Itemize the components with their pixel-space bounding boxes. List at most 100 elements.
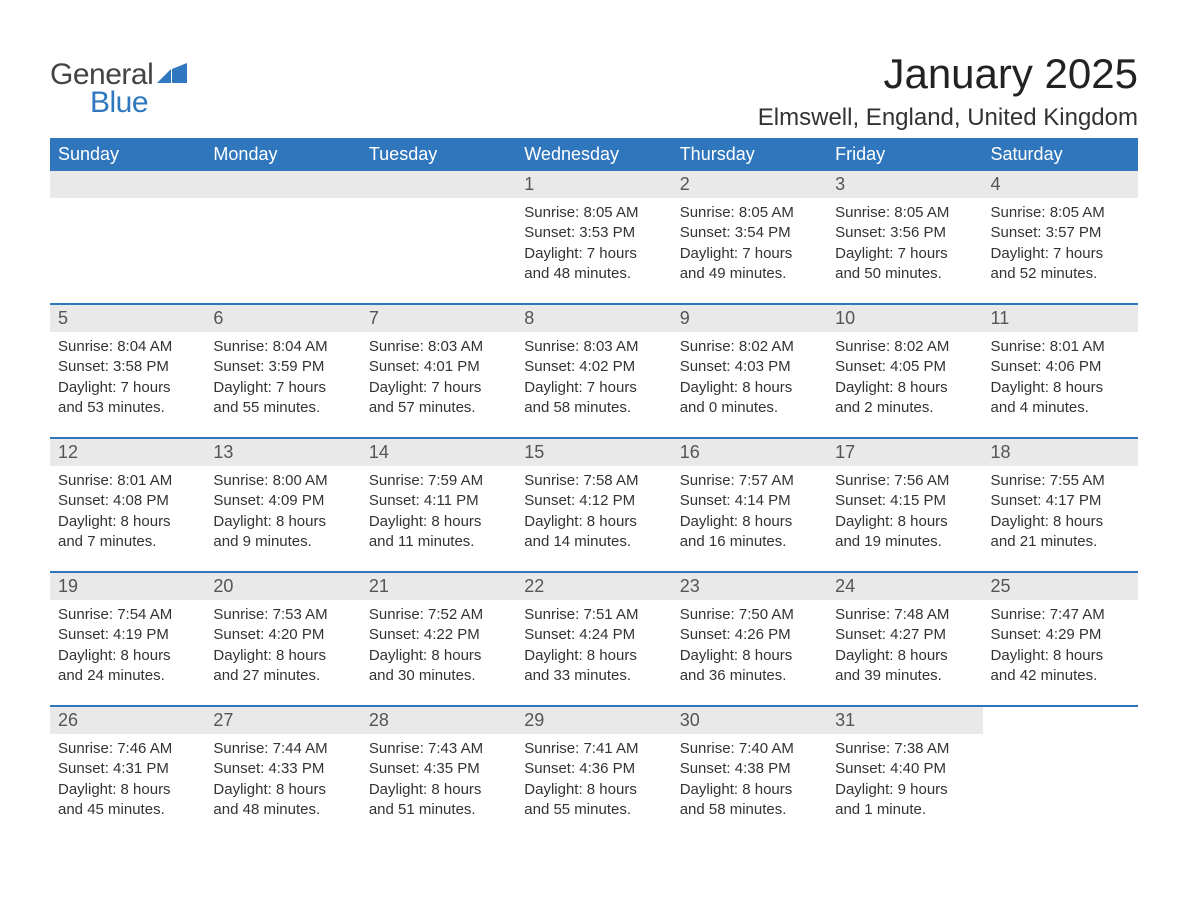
sunrise-text: Sunrise: 8:05 AM [524,203,663,223]
sunrise-text: Sunrise: 8:04 AM [213,337,352,357]
daylight-text-2: and 53 minutes. [58,398,197,418]
daylight-text: Daylight: 8 hours [680,646,819,666]
day-body: Sunrise: 8:01 AMSunset: 4:08 PMDaylight:… [50,466,205,556]
weekday-header: Wednesday [516,138,671,171]
daylight-text-2: and 24 minutes. [58,666,197,686]
sunset-text: Sunset: 4:02 PM [524,357,663,377]
calendar-cell: 14Sunrise: 7:59 AMSunset: 4:11 PMDayligh… [361,438,516,572]
day-body: Sunrise: 7:38 AMSunset: 4:40 PMDaylight:… [827,734,982,824]
calendar-cell: 13Sunrise: 8:00 AMSunset: 4:09 PMDayligh… [205,438,360,572]
day-number: 11 [983,305,1138,332]
daylight-text-2: and 11 minutes. [369,532,508,552]
calendar-cell: 21Sunrise: 7:52 AMSunset: 4:22 PMDayligh… [361,572,516,706]
sunset-text: Sunset: 4:15 PM [835,491,974,511]
calendar-cell [983,706,1138,839]
calendar-cell: 28Sunrise: 7:43 AMSunset: 4:35 PMDayligh… [361,706,516,839]
day-body: Sunrise: 7:51 AMSunset: 4:24 PMDaylight:… [516,600,671,690]
day-body: Sunrise: 7:44 AMSunset: 4:33 PMDaylight:… [205,734,360,824]
sunset-text: Sunset: 4:24 PM [524,625,663,645]
calendar-cell [50,171,205,304]
day-body: Sunrise: 7:43 AMSunset: 4:35 PMDaylight:… [361,734,516,824]
daylight-text-2: and 16 minutes. [680,532,819,552]
sunset-text: Sunset: 3:59 PM [213,357,352,377]
day-number: 16 [672,439,827,466]
calendar-cell: 18Sunrise: 7:55 AMSunset: 4:17 PMDayligh… [983,438,1138,572]
week-row: 19Sunrise: 7:54 AMSunset: 4:19 PMDayligh… [50,572,1138,706]
sunset-text: Sunset: 3:53 PM [524,223,663,243]
daylight-text-2: and 55 minutes. [524,800,663,820]
daylight-text-2: and 57 minutes. [369,398,508,418]
daylight-text-2: and 2 minutes. [835,398,974,418]
day-number: 6 [205,305,360,332]
calendar-cell: 30Sunrise: 7:40 AMSunset: 4:38 PMDayligh… [672,706,827,839]
day-body: Sunrise: 7:56 AMSunset: 4:15 PMDaylight:… [827,466,982,556]
daylight-text: Daylight: 8 hours [524,780,663,800]
daylight-text: Daylight: 8 hours [524,646,663,666]
day-body: Sunrise: 8:03 AMSunset: 4:01 PMDaylight:… [361,332,516,422]
calendar-cell: 4Sunrise: 8:05 AMSunset: 3:57 PMDaylight… [983,171,1138,304]
daylight-text: Daylight: 7 hours [369,378,508,398]
daylight-text-2: and 51 minutes. [369,800,508,820]
sunset-text: Sunset: 3:58 PM [58,357,197,377]
sunset-text: Sunset: 4:35 PM [369,759,508,779]
day-number: 26 [50,707,205,734]
daylight-text-2: and 49 minutes. [680,264,819,284]
weekday-header-row: SundayMondayTuesdayWednesdayThursdayFrid… [50,138,1138,171]
calendar-cell: 20Sunrise: 7:53 AMSunset: 4:20 PMDayligh… [205,572,360,706]
day-body: Sunrise: 8:02 AMSunset: 4:03 PMDaylight:… [672,332,827,422]
sunrise-text: Sunrise: 7:52 AM [369,605,508,625]
sunrise-text: Sunrise: 7:50 AM [680,605,819,625]
sunrise-text: Sunrise: 7:58 AM [524,471,663,491]
day-body: Sunrise: 7:52 AMSunset: 4:22 PMDaylight:… [361,600,516,690]
day-number: 4 [983,171,1138,198]
daylight-text-2: and 48 minutes. [524,264,663,284]
daylight-text-2: and 48 minutes. [213,800,352,820]
title-block: January 2025 Elmswell, England, United K… [758,50,1138,132]
sunrise-text: Sunrise: 7:53 AM [213,605,352,625]
daylight-text: Daylight: 8 hours [369,780,508,800]
daylight-text: Daylight: 8 hours [835,646,974,666]
calendar-cell: 22Sunrise: 7:51 AMSunset: 4:24 PMDayligh… [516,572,671,706]
week-row: 1Sunrise: 8:05 AMSunset: 3:53 PMDaylight… [50,171,1138,304]
daylight-text: Daylight: 8 hours [991,646,1130,666]
daylight-text: Daylight: 8 hours [680,780,819,800]
weekday-header: Saturday [983,138,1138,171]
weekday-header: Friday [827,138,982,171]
daylight-text: Daylight: 8 hours [369,512,508,532]
daylight-text: Daylight: 9 hours [835,780,974,800]
day-body: Sunrise: 8:05 AMSunset: 3:54 PMDaylight:… [672,198,827,288]
weekday-header: Thursday [672,138,827,171]
daylight-text: Daylight: 8 hours [58,646,197,666]
daylight-text: Daylight: 8 hours [213,780,352,800]
day-number: 23 [672,573,827,600]
daylight-text-2: and 30 minutes. [369,666,508,686]
daylight-text-2: and 52 minutes. [991,264,1130,284]
sunrise-text: Sunrise: 7:47 AM [991,605,1130,625]
calendar-cell: 27Sunrise: 7:44 AMSunset: 4:33 PMDayligh… [205,706,360,839]
daylight-text: Daylight: 8 hours [213,512,352,532]
day-number: 18 [983,439,1138,466]
calendar-cell: 7Sunrise: 8:03 AMSunset: 4:01 PMDaylight… [361,304,516,438]
day-body: Sunrise: 7:57 AMSunset: 4:14 PMDaylight:… [672,466,827,556]
daylight-text: Daylight: 8 hours [58,512,197,532]
sunset-text: Sunset: 4:19 PM [58,625,197,645]
header: General Blue January 2025 Elmswell, Engl… [50,50,1138,132]
daylight-text: Daylight: 7 hours [991,244,1130,264]
sunrise-text: Sunrise: 7:44 AM [213,739,352,759]
day-number-empty [361,171,516,198]
day-number: 20 [205,573,360,600]
sunset-text: Sunset: 4:27 PM [835,625,974,645]
sunset-text: Sunset: 3:57 PM [991,223,1130,243]
day-number: 3 [827,171,982,198]
day-number: 5 [50,305,205,332]
calendar-cell: 5Sunrise: 8:04 AMSunset: 3:58 PMDaylight… [50,304,205,438]
day-body: Sunrise: 8:02 AMSunset: 4:05 PMDaylight:… [827,332,982,422]
day-number: 9 [672,305,827,332]
day-body: Sunrise: 8:04 AMSunset: 3:58 PMDaylight:… [50,332,205,422]
day-number: 30 [672,707,827,734]
sunrise-text: Sunrise: 8:05 AM [680,203,819,223]
day-body: Sunrise: 7:55 AMSunset: 4:17 PMDaylight:… [983,466,1138,556]
weekday-header: Sunday [50,138,205,171]
day-number: 15 [516,439,671,466]
sunrise-text: Sunrise: 8:01 AM [58,471,197,491]
